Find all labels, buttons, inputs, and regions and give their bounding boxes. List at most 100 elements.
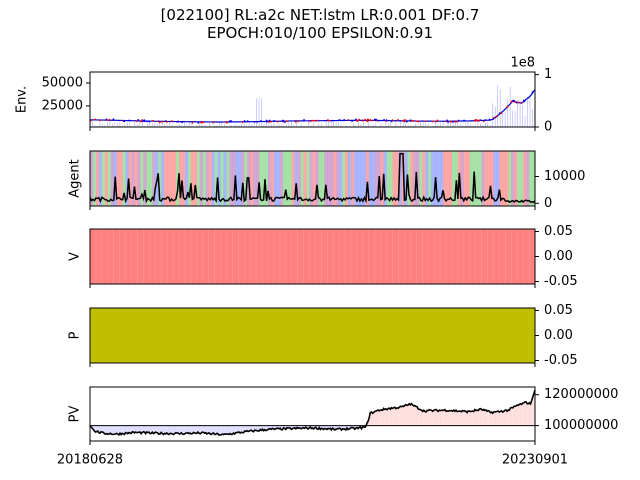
action-stripe <box>324 151 328 206</box>
profit-fill <box>431 410 433 426</box>
profit-fill <box>504 409 507 426</box>
sell-marker <box>259 120 262 122</box>
loss-fill <box>142 425 144 433</box>
profit-fill <box>518 404 520 426</box>
profit-fill <box>392 407 394 426</box>
action-stripe <box>520 151 524 206</box>
profit-fill <box>384 408 386 426</box>
value-fill <box>90 229 535 284</box>
loss-fill <box>125 425 127 433</box>
profit-fill <box>372 412 374 426</box>
buy-marker <box>328 119 331 122</box>
action-stripe <box>98 151 103 206</box>
profit-fill <box>417 406 419 426</box>
sell-marker <box>229 120 231 122</box>
profit-fill <box>412 404 414 426</box>
loss-fill <box>179 425 181 434</box>
loss-fill <box>207 425 210 434</box>
profit-fill <box>489 411 491 426</box>
profit-fill <box>501 410 503 426</box>
loss-fill <box>175 425 177 433</box>
profit-fill <box>514 406 517 426</box>
action-stripe <box>235 151 239 206</box>
action-stripe <box>110 151 115 206</box>
action-stripe <box>327 151 331 206</box>
profit-fill <box>476 410 478 426</box>
loss-fill <box>105 425 107 435</box>
buy-marker <box>191 121 194 124</box>
loss-fill <box>219 425 221 436</box>
sell-marker <box>273 119 275 122</box>
profit-fill <box>415 406 418 426</box>
action-stripe <box>90 151 94 206</box>
pv-panel-frame <box>89 386 536 442</box>
loss-fill <box>158 425 161 435</box>
loss-fill <box>107 425 109 435</box>
action-stripe <box>294 151 299 206</box>
sell-marker <box>265 120 268 123</box>
env-panel-frame <box>89 71 536 128</box>
buy-marker <box>313 119 316 122</box>
profit-fill <box>496 411 498 426</box>
profit-fill <box>398 407 400 426</box>
sell-marker <box>137 118 140 121</box>
action-stripe <box>422 151 426 206</box>
loss-fill <box>200 425 202 434</box>
x-tick-label-end: 20230901 <box>502 453 568 468</box>
profit-fill <box>440 410 442 426</box>
action-stripe <box>395 151 399 206</box>
loss-fill <box>195 425 197 434</box>
pv-tick-label: 120000000 <box>544 387 618 402</box>
action-stripe <box>256 151 260 206</box>
action-stripe <box>392 151 396 206</box>
p-tick-label: 0.00 <box>544 328 573 343</box>
buy-marker <box>326 119 329 121</box>
sell-marker <box>373 118 376 121</box>
loss-fill <box>257 425 260 432</box>
action-stripe <box>158 151 162 206</box>
profit-fill <box>490 412 492 426</box>
loss-fill <box>216 425 218 434</box>
buy-marker <box>496 115 499 118</box>
action-stripe <box>223 151 227 206</box>
action-stripe <box>140 151 144 206</box>
profit-fill <box>439 410 441 426</box>
env-left-tick-label: 50000 <box>42 76 83 91</box>
v-tick-label: -0.05 <box>544 274 578 289</box>
loss-fill <box>176 425 178 433</box>
action-stripe <box>374 151 379 206</box>
buy-marker <box>358 118 361 121</box>
profit-fill <box>425 410 428 426</box>
action-stripe <box>119 151 124 206</box>
profit-fill <box>433 409 435 426</box>
profit-fill <box>484 409 487 426</box>
buy-marker <box>94 118 97 121</box>
profit-fill <box>508 409 510 426</box>
action-stripe <box>220 151 224 206</box>
profit-fill <box>404 404 406 426</box>
profit-fill <box>391 407 393 426</box>
profit-fill <box>370 411 372 426</box>
action-stripe <box>413 151 417 206</box>
buy-marker <box>311 119 314 122</box>
sell-marker <box>452 120 455 123</box>
agent-stock-line <box>89 152 536 204</box>
loss-fill <box>252 425 254 432</box>
profit-fill <box>483 409 485 426</box>
loss-fill <box>170 425 172 434</box>
loss-fill <box>203 425 205 434</box>
action-stripe <box>208 151 213 206</box>
sell-marker <box>385 119 388 122</box>
profit-fill <box>517 405 519 426</box>
loss-fill <box>235 425 237 433</box>
loss-fill <box>254 425 256 431</box>
pv-tick-label: 100000000 <box>544 418 618 433</box>
profit-fill <box>469 410 471 426</box>
action-stripe <box>339 151 343 206</box>
loss-fill <box>193 425 195 433</box>
profit-fill <box>488 410 490 426</box>
profit-fill <box>449 410 451 426</box>
env-right-tick-label: 1 <box>544 67 552 82</box>
profit-fill <box>450 410 452 426</box>
loss-fill <box>230 425 232 435</box>
